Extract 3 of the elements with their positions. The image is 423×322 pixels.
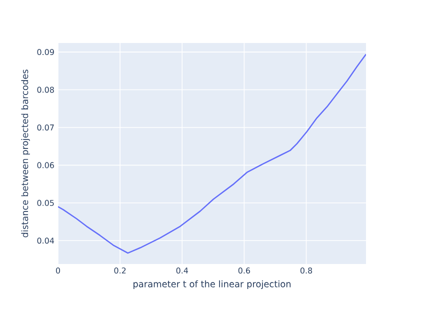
x-axis-title: parameter t of the linear projection (134, 280, 291, 290)
y-axis-title: distance between projected barcodes (21, 70, 30, 238)
line-series (58, 54, 366, 254)
